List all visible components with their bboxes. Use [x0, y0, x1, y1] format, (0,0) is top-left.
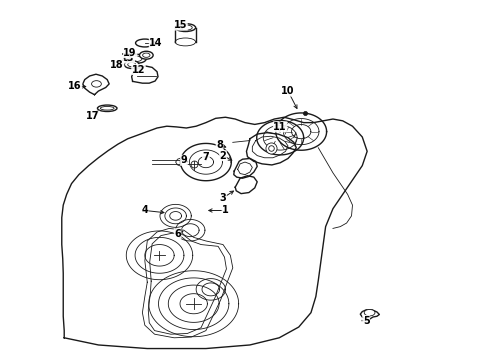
Text: 5: 5: [363, 316, 369, 325]
Ellipse shape: [143, 53, 150, 57]
Text: 6: 6: [174, 229, 181, 239]
Ellipse shape: [175, 24, 196, 32]
Text: 1: 1: [222, 206, 229, 216]
Text: 3: 3: [220, 193, 226, 203]
Text: 13: 13: [121, 53, 134, 63]
Ellipse shape: [175, 38, 196, 46]
Text: 17: 17: [86, 111, 99, 121]
Ellipse shape: [92, 81, 101, 87]
Text: 11: 11: [273, 122, 287, 132]
Text: 2: 2: [220, 150, 226, 161]
Ellipse shape: [136, 39, 154, 47]
Text: 8: 8: [216, 140, 223, 150]
Ellipse shape: [100, 107, 114, 110]
Text: 18: 18: [110, 59, 124, 69]
Ellipse shape: [98, 105, 117, 112]
Ellipse shape: [178, 25, 192, 30]
Text: 12: 12: [132, 64, 145, 75]
Ellipse shape: [364, 310, 375, 316]
Text: 16: 16: [68, 81, 82, 91]
Ellipse shape: [128, 62, 136, 67]
Text: 7: 7: [202, 152, 209, 162]
Text: 14: 14: [149, 38, 163, 48]
Ellipse shape: [124, 60, 139, 68]
Ellipse shape: [127, 54, 147, 63]
Text: 19: 19: [123, 48, 137, 58]
Text: 9: 9: [180, 155, 187, 165]
Text: 15: 15: [174, 20, 187, 30]
Ellipse shape: [131, 56, 142, 62]
Text: 10: 10: [281, 86, 295, 96]
Text: 4: 4: [142, 206, 148, 216]
Ellipse shape: [140, 51, 153, 59]
